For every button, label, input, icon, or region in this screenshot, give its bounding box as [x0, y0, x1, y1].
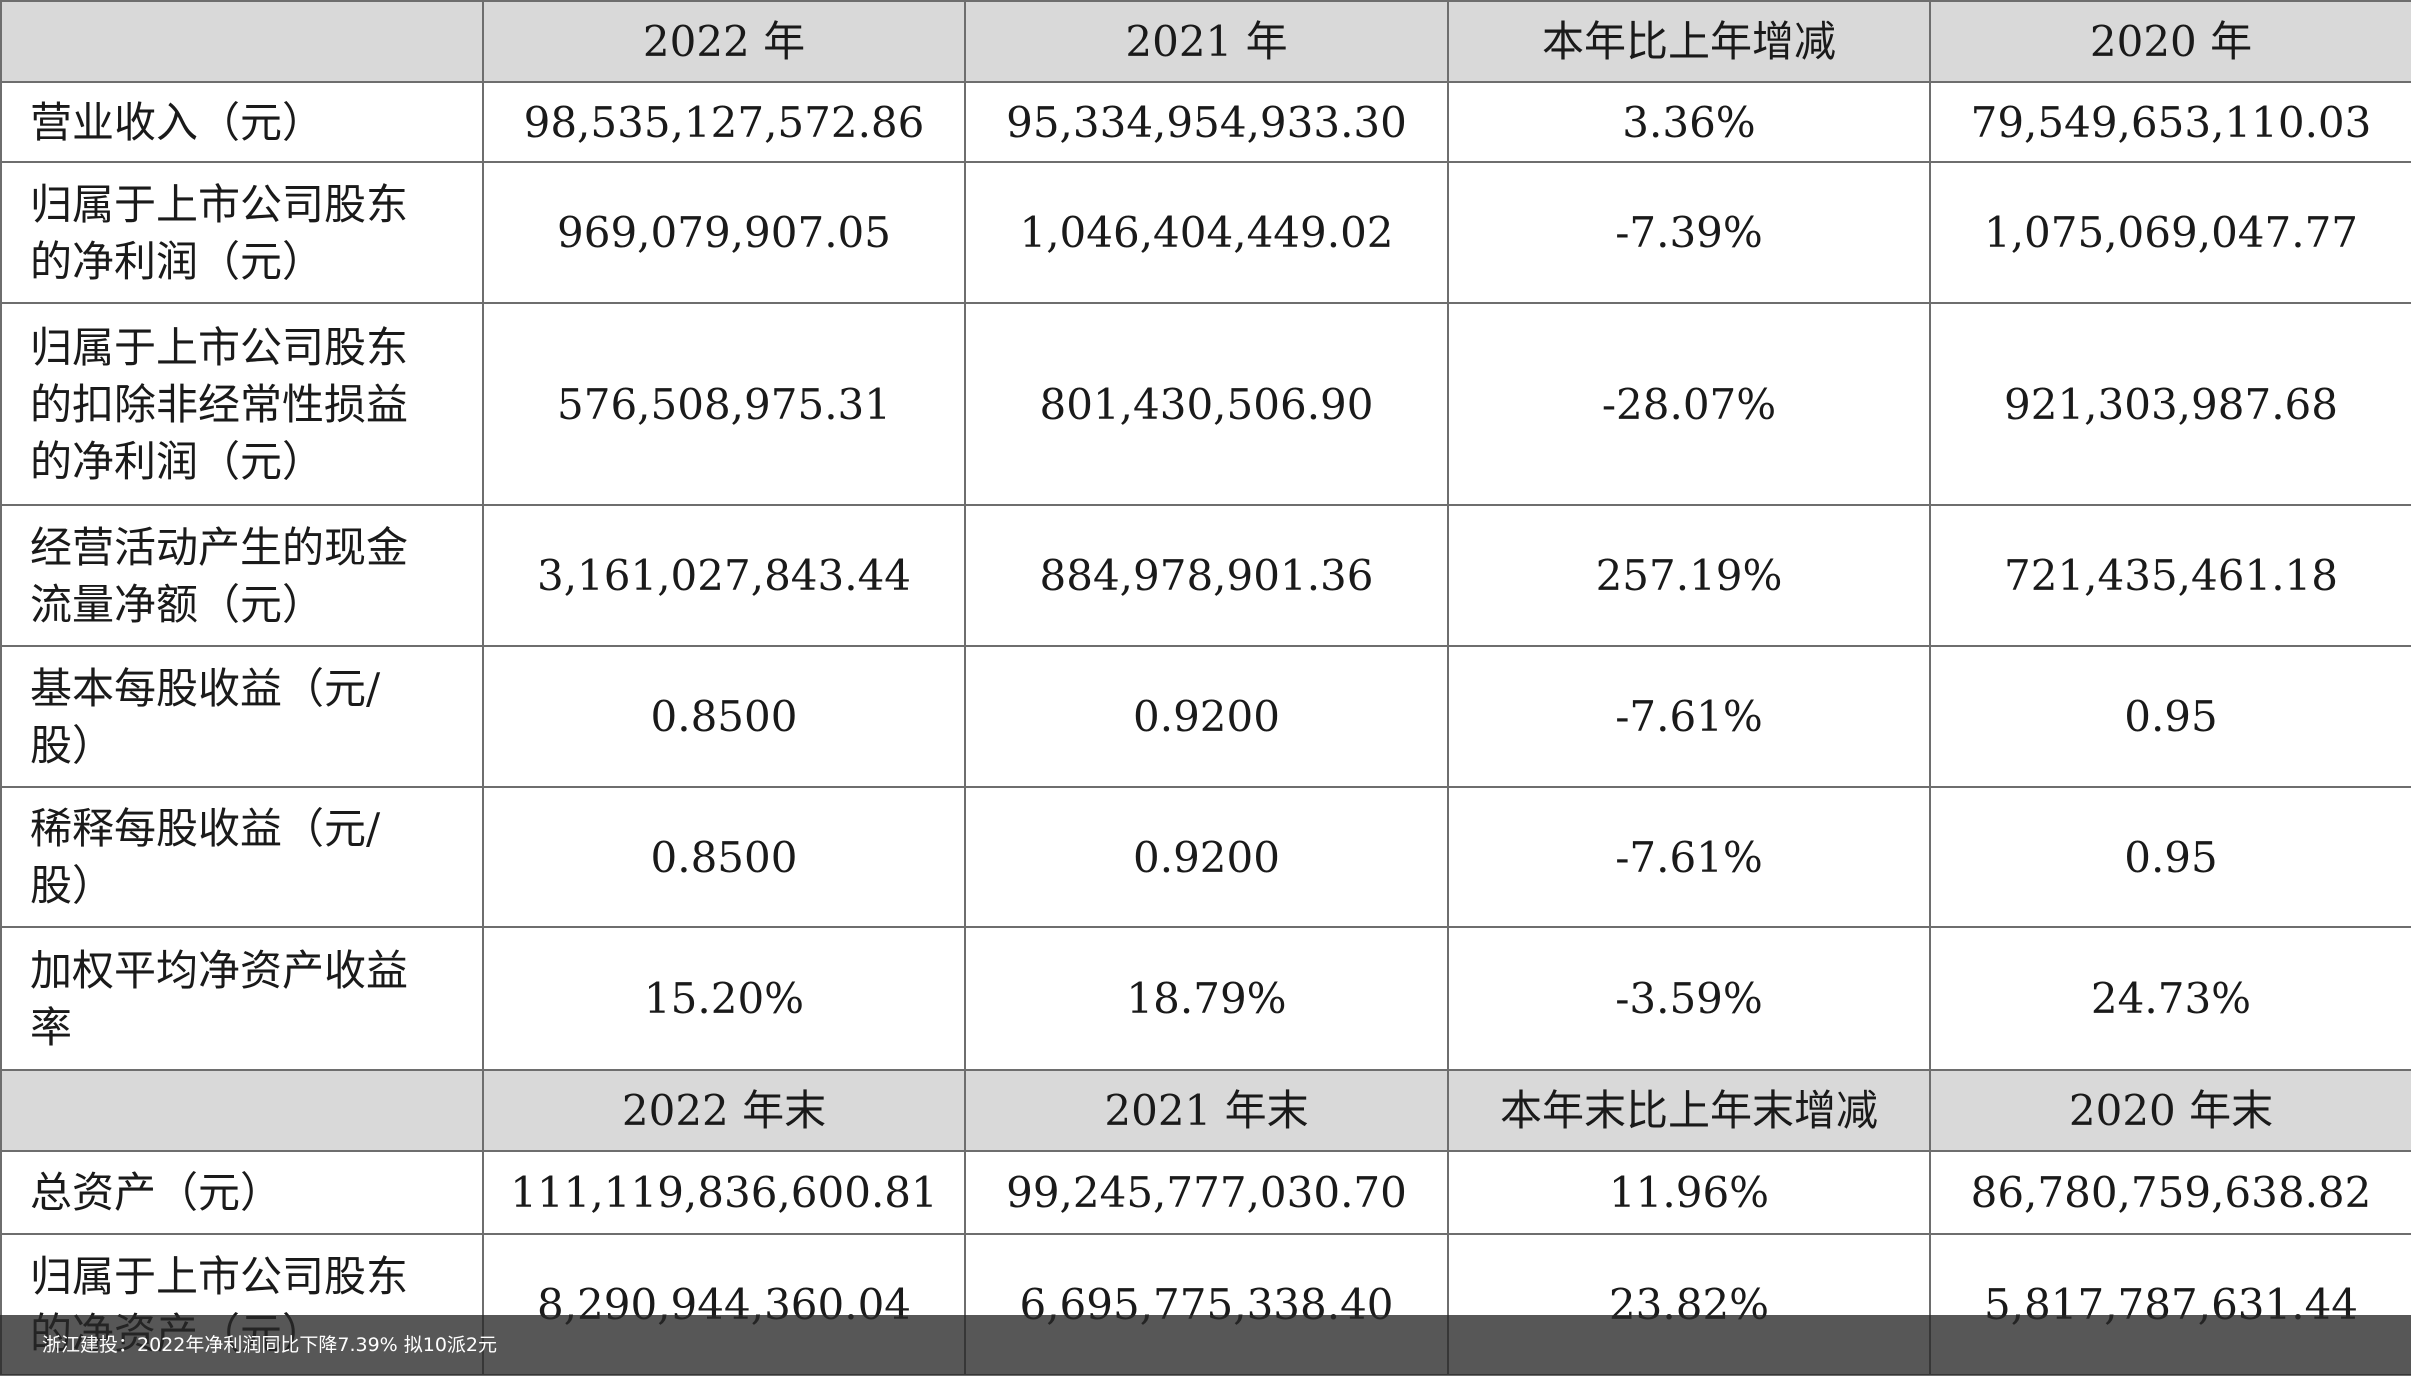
value-cell: 98,535,127,572.86	[482, 81, 966, 163]
header-cell-empty	[0, 0, 484, 83]
value-cell: 0.9200	[964, 786, 1449, 928]
row-label: 稀释每股收益（元/ 股）	[0, 786, 484, 928]
value-cell: 86,780,759,638.82	[1929, 1150, 2411, 1235]
header-cell-2021: 2021 年	[964, 0, 1449, 83]
value-cell: 576,508,975.31	[482, 302, 966, 506]
table-row: 归属于上市公司股东 的净利润（元） 969,079,907.05 1,046,4…	[0, 161, 2411, 304]
value-cell: 884,978,901.36	[964, 504, 1449, 647]
value-cell: 1,046,404,449.02	[964, 161, 1449, 304]
value-cell: 15.20%	[482, 926, 966, 1071]
value-cell: 3.36%	[1447, 81, 1931, 163]
row-label: 归属于上市公司股东 的净利润（元）	[0, 161, 484, 304]
value-cell: 1,075,069,047.77	[1929, 161, 2411, 304]
value-cell: 0.8500	[482, 645, 966, 788]
value-cell: 11.96%	[1447, 1150, 1931, 1235]
header-row-period-end: 2022 年末 2021 年末 本年末比上年末增减 2020 年末	[0, 1069, 2411, 1152]
header-cell-2020-end: 2020 年末	[1929, 1069, 2411, 1152]
value-cell: 721,435,461.18	[1929, 504, 2411, 647]
value-cell: 3,161,027,843.44	[482, 504, 966, 647]
row-label: 经营活动产生的现金 流量净额（元）	[0, 504, 484, 647]
table-row: 营业收入（元） 98,535,127,572.86 95,334,954,933…	[0, 81, 2411, 163]
header-cell-change-end: 本年末比上年末增减	[1447, 1069, 1931, 1152]
header-cell-change: 本年比上年增减	[1447, 0, 1931, 83]
news-caption-bar: 浙江建投：2022年净利润同比下降7.39% 拟10派2元	[0, 1315, 2411, 1375]
caption-text: 浙江建投：2022年净利润同比下降7.39% 拟10派2元	[42, 1334, 498, 1356]
value-cell: 0.9200	[964, 645, 1449, 788]
value-cell: 0.95	[1929, 786, 2411, 928]
value-cell: -7.61%	[1447, 645, 1931, 788]
value-cell: 0.95	[1929, 645, 2411, 788]
table-row: 经营活动产生的现金 流量净额（元） 3,161,027,843.44 884,9…	[0, 504, 2411, 647]
value-cell: 921,303,987.68	[1929, 302, 2411, 506]
row-label: 归属于上市公司股东 的扣除非经常性损益 的净利润（元）	[0, 302, 484, 506]
header-row-annual: 2022 年 2021 年 本年比上年增减 2020 年	[0, 0, 2411, 83]
value-cell: 99,245,777,030.70	[964, 1150, 1449, 1235]
table-row: 稀释每股收益（元/ 股） 0.8500 0.9200 -7.61% 0.95	[0, 786, 2411, 928]
table-row: 加权平均净资产收益 率 15.20% 18.79% -3.59% 24.73%	[0, 926, 2411, 1071]
header-cell-2021-end: 2021 年末	[964, 1069, 1449, 1152]
value-cell: -7.61%	[1447, 786, 1931, 928]
header-cell-2020: 2020 年	[1929, 0, 2411, 83]
header-cell-empty	[0, 1069, 484, 1152]
value-cell: 969,079,907.05	[482, 161, 966, 304]
value-cell: -3.59%	[1447, 926, 1931, 1071]
table-row: 总资产（元） 111,119,836,600.81 99,245,777,030…	[0, 1150, 2411, 1235]
table-row: 基本每股收益（元/ 股） 0.8500 0.9200 -7.61% 0.95	[0, 645, 2411, 788]
row-label: 营业收入（元）	[0, 81, 484, 163]
value-cell: 111,119,836,600.81	[482, 1150, 966, 1235]
table-row: 归属于上市公司股东 的扣除非经常性损益 的净利润（元） 576,508,975.…	[0, 302, 2411, 506]
value-cell: -28.07%	[1447, 302, 1931, 506]
value-cell: 95,334,954,933.30	[964, 81, 1449, 163]
value-cell: -7.39%	[1447, 161, 1931, 304]
value-cell: 257.19%	[1447, 504, 1931, 647]
value-cell: 24.73%	[1929, 926, 2411, 1071]
value-cell: 801,430,506.90	[964, 302, 1449, 506]
value-cell: 18.79%	[964, 926, 1449, 1071]
row-label: 加权平均净资产收益 率	[0, 926, 484, 1071]
row-label: 总资产（元）	[0, 1150, 484, 1235]
value-cell: 79,549,653,110.03	[1929, 81, 2411, 163]
header-cell-2022: 2022 年	[482, 0, 966, 83]
value-cell: 0.8500	[482, 786, 966, 928]
row-label: 基本每股收益（元/ 股）	[0, 645, 484, 788]
header-cell-2022-end: 2022 年末	[482, 1069, 966, 1152]
